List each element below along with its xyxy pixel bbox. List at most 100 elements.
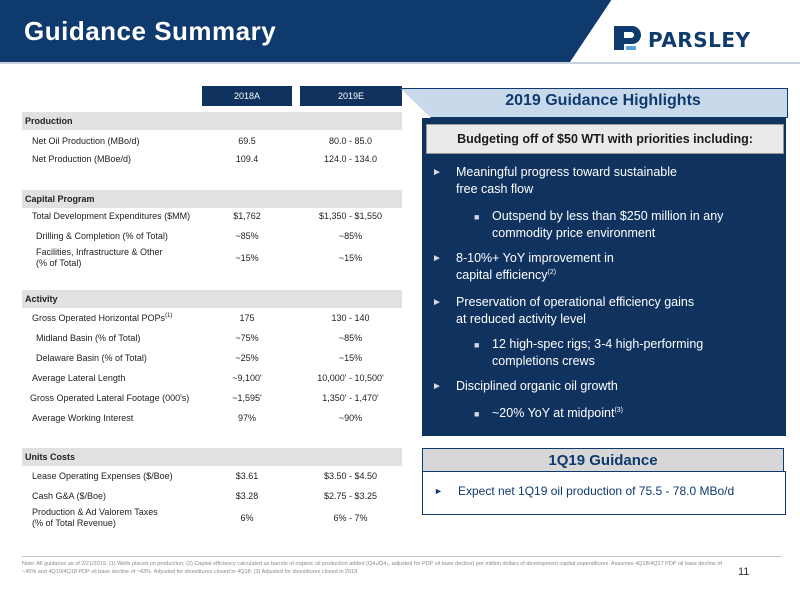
- highlights-banner: [400, 88, 788, 118]
- page-number: 11: [738, 566, 750, 578]
- bullet-line: Meaningful progress toward sustainable: [456, 165, 677, 179]
- section-capital-program: Capital Program: [22, 190, 402, 208]
- footnote-marker: (3): [614, 406, 623, 414]
- square-bullet-icon: ■: [474, 340, 480, 350]
- table-row: Facilities, Infrastructure & Other (% of…: [22, 246, 402, 270]
- value-2018a: ~15%: [235, 253, 259, 263]
- value-2018a: ~1,595': [232, 393, 262, 403]
- highlight-bullet: Disciplined organic oil growth: [456, 379, 618, 393]
- row-label-line1: Facilities, Infrastructure & Other: [36, 247, 163, 257]
- parsley-p-icon: [614, 26, 641, 50]
- value-2018a: 6%: [240, 513, 254, 523]
- value-2019e: ~85%: [338, 231, 363, 241]
- section-activity: Activity: [22, 290, 402, 308]
- square-bullet-icon: ■: [474, 212, 480, 222]
- bullet-line: completions crews: [492, 354, 595, 368]
- column-header-2019e: 2019E: [300, 86, 402, 106]
- arrow-bullet-icon: ►: [432, 381, 442, 392]
- value-2019e: 1,350' - 1,470': [322, 393, 379, 403]
- value-2018a: 69.5: [238, 136, 256, 146]
- highlight-subbullet: 12 high-spec rigs; 3-4 high-performing c…: [492, 336, 703, 370]
- footnote-marker: (1): [165, 312, 173, 319]
- page-title: Guidance Summary: [24, 16, 277, 46]
- row-label-line2: (% of Total): [36, 258, 82, 268]
- row-label: Gross Operated Horizontal POPs(1): [32, 313, 172, 324]
- row-label: Facilities, Infrastructure & Other (% of…: [36, 247, 163, 269]
- bullet-line: commodity price environment: [492, 226, 656, 240]
- arrow-bullet-icon: ►: [432, 167, 442, 178]
- value-2019e: 130 - 140: [331, 313, 370, 323]
- arrow-bullet-icon: ►: [432, 297, 442, 308]
- table-row: Midland Basin (% of Total) ~75% ~85%: [22, 328, 402, 348]
- value-2019e: 10,000' - 10,500': [317, 373, 384, 383]
- budget-statement: Budgeting off of $50 WTI with priorities…: [426, 124, 784, 154]
- bullet-line: Outspend by less than $250 million in an…: [492, 209, 724, 223]
- table-row: Net Production (MBoe/d) 109.4 124.0 - 13…: [22, 148, 402, 170]
- q1-guidance-text: Expect net 1Q19 oil production of 75.5 -…: [458, 484, 735, 498]
- value-2018a: ~25%: [235, 353, 259, 363]
- value-2018a: ~85%: [235, 231, 259, 241]
- table-row: Gross Operated Horizontal POPs(1) 175 13…: [22, 308, 402, 328]
- section-label: Activity: [25, 293, 58, 304]
- row-label: Average Lateral Length: [32, 372, 126, 383]
- value-2019e: 6% - 7%: [333, 513, 368, 523]
- highlight-bullet: 8-10%+ YoY improvement in capital effici…: [456, 250, 614, 284]
- table-row: Lease Operating Expenses ($/Boe) $3.61 $…: [22, 466, 402, 486]
- table-row: Net Oil Production (MBo/d) 69.5 80.0 - 8…: [22, 130, 402, 152]
- bullet-line: free cash flow: [456, 182, 534, 196]
- row-label-line2: (% of Total Revenue): [32, 518, 116, 528]
- section-label: Units Costs: [25, 451, 76, 462]
- section-label: Production: [25, 115, 73, 126]
- bullet-line: capital efficiency: [456, 268, 548, 282]
- value-2018a: 109.4: [235, 154, 259, 164]
- value-2018a: $1,762: [233, 211, 261, 221]
- row-label: Drilling & Completion (% of Total): [36, 230, 168, 241]
- bullet-line: at reduced activity level: [456, 312, 586, 326]
- row-label: Production & Ad Valorem Taxes (% of Tota…: [32, 507, 158, 529]
- bullet-line: ~20% YoY at midpoint: [492, 406, 615, 420]
- row-label-line1: Production & Ad Valorem Taxes: [32, 507, 158, 517]
- row-label: Gross Operated Lateral Footage (000's): [30, 392, 190, 403]
- footnote-marker: (2): [547, 268, 557, 276]
- section-label: Capital Program: [25, 193, 95, 204]
- parsley-logo: PARSLEY: [612, 24, 782, 54]
- bullet-line: 8-10%+ YoY improvement in: [456, 251, 614, 265]
- row-label: Net Oil Production (MBo/d): [32, 135, 140, 146]
- row-label: Cash G&A ($/Boe): [32, 490, 107, 501]
- value-2019e: ~90%: [338, 413, 363, 423]
- bullet-line: 12 high-spec rigs; 3-4 high-performing: [492, 337, 704, 351]
- highlight-subbullet: Outspend by less than $250 million in an…: [492, 208, 723, 242]
- value-2018a: 97%: [237, 413, 256, 423]
- table-row: Gross Operated Lateral Footage (000's) ~…: [22, 388, 402, 408]
- row-label: Total Development Expenditures ($MM): [32, 210, 191, 221]
- section-units-costs: Units Costs: [22, 448, 402, 466]
- section-production: Production: [22, 112, 402, 130]
- table-row: Average Working Interest 97% ~90%: [22, 408, 402, 428]
- highlight-subbullet: ~20% YoY at midpoint(3): [492, 405, 623, 422]
- arrow-bullet-icon: ►: [432, 253, 442, 264]
- highlight-bullet: Preservation of operational efficiency g…: [456, 294, 694, 328]
- logo-panel: [570, 0, 800, 62]
- header-bar: Guidance Summary: [0, 0, 800, 62]
- value-2019e: ~15%: [338, 253, 363, 263]
- value-2018a: 175: [239, 313, 255, 323]
- highlights-title: 2019 Guidance Highlights: [505, 92, 701, 109]
- table-row: Total Development Expenditures ($MM) $1,…: [22, 206, 402, 226]
- row-label: Midland Basin (% of Total): [36, 332, 141, 343]
- value-2018a: $3.61: [235, 471, 259, 481]
- arrow-bullet-icon: ►: [434, 486, 443, 496]
- value-2019e: ~15%: [338, 353, 363, 363]
- table-row: Delaware Basin (% of Total) ~25% ~15%: [22, 348, 402, 368]
- row-label: Delaware Basin (% of Total): [36, 352, 147, 363]
- square-bullet-icon: ■: [474, 409, 480, 419]
- logo-text: PARSLEY: [648, 28, 751, 52]
- q1-guidance-panel: [422, 471, 786, 515]
- footer-divider: [22, 556, 782, 557]
- highlights-panel: [422, 118, 786, 436]
- value-2018a: $3.28: [235, 491, 259, 501]
- row-label: Net Production (MBoe/d): [32, 153, 132, 164]
- value-2019e: $3.50 - $4.50: [323, 471, 378, 481]
- header-divider: [0, 62, 800, 64]
- row-label: Lease Operating Expenses ($/Boe): [32, 470, 173, 481]
- value-2018a: ~75%: [235, 333, 259, 343]
